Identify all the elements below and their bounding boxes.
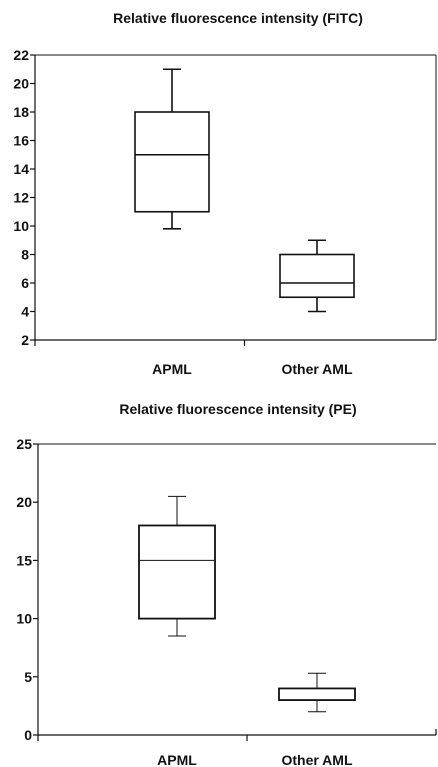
y-tick-label: 5 [24, 669, 32, 685]
y-tick-label: 14 [13, 161, 29, 177]
x-tick-label: APML [157, 752, 197, 767]
y-tick-label: 6 [21, 275, 29, 291]
y-tick-label: 16 [13, 133, 29, 149]
iqr-box [279, 253, 355, 299]
box-apml [134, 68, 210, 230]
y-axis: 0 5 10 15 20 25 [16, 436, 38, 743]
y-tick-label: 2 [21, 332, 29, 348]
y-tick-label: 22 [13, 47, 29, 63]
y-axis: 2 4 6 8 10 12 14 16 18 20 22 [13, 47, 35, 348]
iqr-box [134, 111, 210, 213]
x-tick-label: Other AML [281, 752, 352, 767]
y-tick-label: 10 [13, 218, 29, 234]
y-tick-label: 20 [13, 76, 29, 92]
y-tick-label: 20 [16, 494, 32, 510]
x-tick-label: APML [152, 361, 192, 377]
box-other-aml [278, 672, 356, 713]
y-tick-label: 18 [13, 104, 29, 120]
x-axis: APML Other AML [37, 735, 353, 767]
box-series [134, 68, 355, 313]
plot-frame [37, 443, 437, 736]
y-tick-label: 12 [13, 190, 29, 206]
box-series [138, 495, 356, 713]
iqr-box [138, 524, 216, 620]
y-tick-label: 4 [21, 304, 29, 320]
plot-frame [34, 54, 437, 341]
x-axis: APML Other AML [34, 340, 353, 377]
y-tick-label: 8 [21, 247, 29, 263]
y-tick-label: 0 [24, 727, 32, 743]
chart-fitc: Relative fluorescence intensity (FITC) 2… [13, 10, 437, 377]
y-tick-label: 25 [16, 436, 32, 452]
x-tick-label: Other AML [281, 361, 352, 377]
chart-pe: Relative fluorescence intensity (PE) 0 5 1… [16, 401, 437, 767]
box-other-aml [279, 239, 355, 313]
iqr-box [278, 687, 356, 701]
box-apml [138, 495, 216, 637]
y-tick-label: 10 [16, 611, 32, 627]
y-tick-label: 15 [16, 552, 32, 568]
chart-title: Relative fluorescence intensity (FITC) [113, 10, 363, 26]
chart-title: Relative fluorescence intensity (PE) [119, 401, 356, 417]
